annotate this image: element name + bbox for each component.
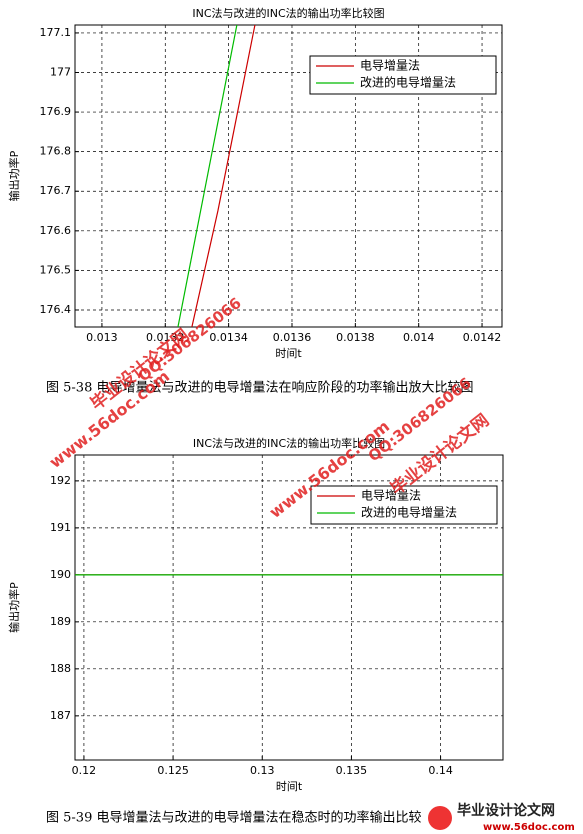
y-tick-label: 188 bbox=[50, 662, 71, 675]
y-tick-label: 192 bbox=[50, 474, 71, 487]
chart-title: INC法与改进的INC法的输出功率比较图 bbox=[193, 436, 385, 450]
legend-box bbox=[309, 55, 497, 95]
logo: 毕业设计论文网 www.56doc.com bbox=[422, 802, 582, 833]
y-tick-label: 177 bbox=[50, 65, 71, 78]
y-tick-label: 187 bbox=[50, 709, 71, 722]
legend-label: 电导增量法 bbox=[361, 489, 421, 503]
logo-icon bbox=[428, 806, 452, 830]
x-tick-label: 0.0136 bbox=[273, 331, 312, 344]
x-tick-label: 0.13 bbox=[250, 764, 275, 777]
y-tick-label: 189 bbox=[50, 615, 71, 628]
x-axis-label: 时间t bbox=[276, 780, 303, 793]
y-tick-label: 176.7 bbox=[40, 184, 72, 197]
logo-url: www.56doc.com bbox=[483, 822, 575, 833]
x-tick-label: 0.125 bbox=[157, 764, 189, 777]
x-tick-label: 0.0142 bbox=[463, 331, 502, 344]
x-axis-label: 时间t bbox=[275, 347, 302, 360]
legend-box bbox=[310, 485, 498, 525]
y-tick-label: 176.4 bbox=[40, 303, 72, 316]
y-tick-label: 176.6 bbox=[40, 224, 72, 237]
y-tick-label: 177.1 bbox=[40, 26, 72, 39]
legend-label: 改进的电导增量法 bbox=[361, 505, 457, 520]
x-tick-label: 0.0132 bbox=[146, 331, 185, 344]
x-tick-label: 0.0138 bbox=[336, 331, 375, 344]
x-tick-label: 0.014 bbox=[403, 331, 435, 344]
chart-title: INC法与改进的INC法的输出功率比较图 bbox=[192, 6, 384, 20]
y-tick-label: 176.5 bbox=[40, 263, 72, 276]
x-tick-label: 0.12 bbox=[72, 764, 97, 777]
y-tick-label: 176.9 bbox=[40, 105, 72, 118]
data-line bbox=[191, 25, 256, 327]
caption: 图 5-38 电导增量法与改进的电导增量法在响应阶段的功率输出放大比较图 bbox=[46, 380, 473, 396]
y-axis-label: 输出功率P bbox=[7, 150, 21, 201]
x-tick-label: 0.0134 bbox=[209, 331, 248, 344]
x-tick-label: 0.013 bbox=[86, 331, 118, 344]
y-axis-label: 输出功率P bbox=[7, 582, 21, 633]
legend-label: 电导增量法 bbox=[360, 59, 420, 73]
logo-title: 毕业设计论文网 bbox=[457, 802, 555, 819]
x-tick-label: 0.135 bbox=[336, 764, 368, 777]
data-line bbox=[177, 25, 238, 327]
caption: 图 5-39 电导增量法与改进的电导增量法在稳态时的功率输出比较图 bbox=[46, 810, 434, 826]
y-tick-label: 190 bbox=[50, 568, 71, 581]
y-tick-label: 191 bbox=[50, 521, 71, 534]
y-tick-label: 176.8 bbox=[40, 145, 72, 158]
x-tick-label: 0.14 bbox=[428, 764, 453, 777]
legend-label: 改进的电导增量法 bbox=[360, 75, 456, 90]
